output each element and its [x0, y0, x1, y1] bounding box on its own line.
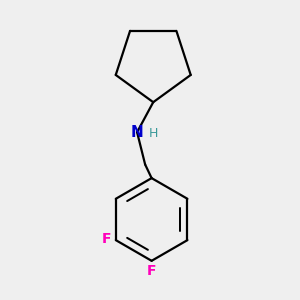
- Text: F: F: [102, 232, 112, 245]
- Text: H: H: [149, 127, 159, 140]
- Text: N: N: [131, 125, 143, 140]
- Text: F: F: [147, 263, 156, 278]
